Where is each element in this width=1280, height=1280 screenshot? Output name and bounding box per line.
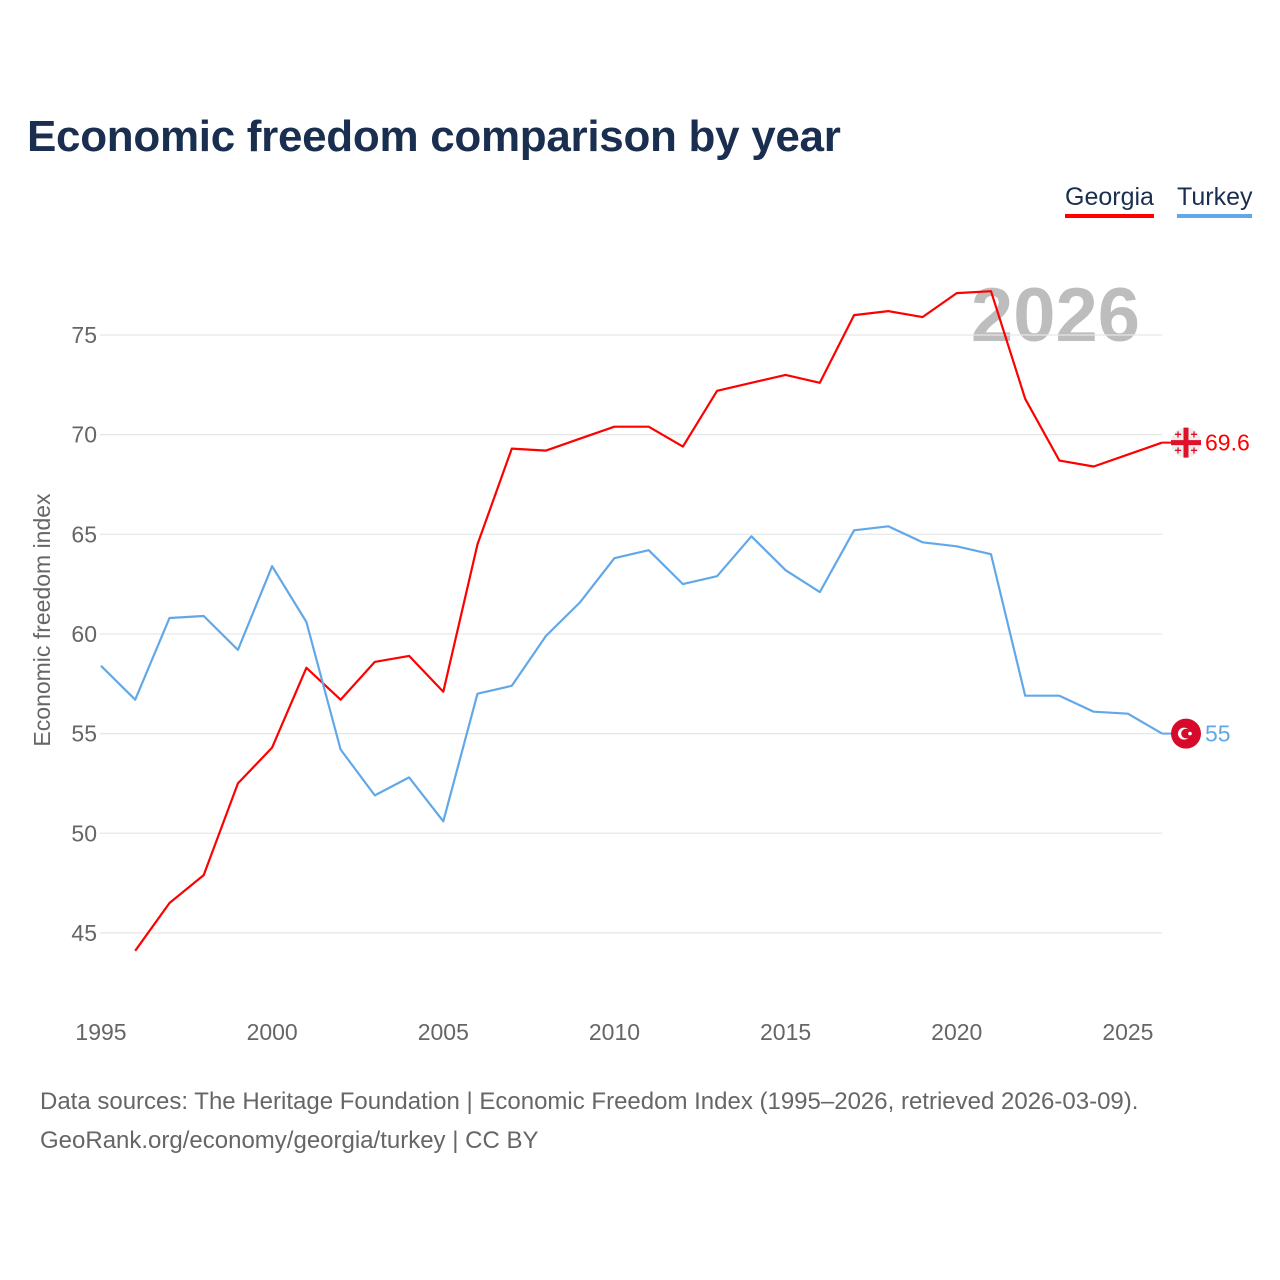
- y-tick-label: 70: [71, 422, 97, 448]
- y-axis-label: Economic freedom index: [29, 493, 55, 747]
- footer-attribution[interactable]: GeoRank.org/economy/georgia/turkey | CC …: [40, 1127, 539, 1154]
- x-tick-label: 2000: [247, 1019, 298, 1045]
- georgia-flag-small-cross: +: [1174, 444, 1181, 458]
- y-tick-label: 50: [71, 820, 97, 846]
- georgia-flag-small-cross: +: [1190, 444, 1197, 458]
- georgia-flag-small-cross: +: [1174, 428, 1181, 442]
- y-tick-label: 55: [71, 721, 97, 747]
- series-line-georgia: [134, 290, 1163, 952]
- x-tick-label: 2020: [931, 1019, 982, 1045]
- end-value-label-turkey: 55: [1205, 721, 1231, 747]
- end-value-label-georgia: 69.6: [1205, 430, 1250, 456]
- chart-title: Economic freedom comparison by year: [27, 112, 841, 161]
- georgia-flag-cross: [1183, 427, 1189, 458]
- x-tick-label: 1995: [75, 1019, 126, 1045]
- x-tick-label: 2015: [760, 1019, 811, 1045]
- georgia-flag-small-cross: +: [1190, 428, 1197, 442]
- x-tick-label: 2005: [418, 1019, 469, 1045]
- legend-turkey[interactable]: Turkey: [1177, 183, 1253, 218]
- legend-georgia[interactable]: Georgia: [1065, 183, 1154, 218]
- x-tick-label: 2010: [589, 1019, 640, 1045]
- x-tick-label: 2025: [1102, 1019, 1153, 1045]
- y-tick-label: 75: [71, 322, 97, 348]
- footer-sources: Data sources: The Heritage Foundation | …: [40, 1088, 1139, 1115]
- series-line-turkey: [100, 525, 1163, 823]
- turkey-flag-star: [1188, 731, 1192, 736]
- y-tick-label: 65: [71, 521, 97, 547]
- y-tick-label: 60: [71, 621, 97, 647]
- y-tick-label: 45: [71, 920, 97, 946]
- year-watermark: 2026: [971, 273, 1140, 358]
- turkey-flag-crescent: [1181, 728, 1191, 739]
